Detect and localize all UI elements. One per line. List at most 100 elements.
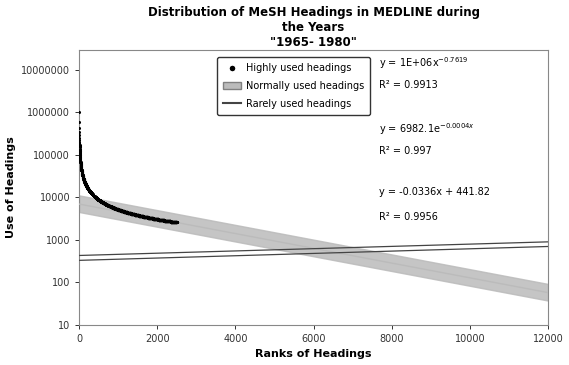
Point bbox=[119, 208, 128, 214]
Point bbox=[157, 217, 166, 223]
Point bbox=[88, 192, 97, 198]
Point bbox=[150, 216, 159, 222]
Point bbox=[112, 206, 121, 212]
Point bbox=[161, 218, 170, 224]
Point bbox=[124, 210, 133, 216]
Point bbox=[149, 216, 158, 222]
Point bbox=[105, 203, 114, 209]
Point bbox=[109, 205, 118, 211]
Point bbox=[145, 215, 154, 221]
Point bbox=[141, 214, 150, 220]
Point bbox=[125, 210, 134, 216]
Point bbox=[84, 186, 93, 192]
Point bbox=[139, 214, 149, 220]
Point bbox=[117, 208, 126, 214]
Point bbox=[102, 202, 112, 208]
Point bbox=[96, 198, 105, 204]
Point bbox=[133, 212, 142, 218]
Point bbox=[152, 216, 162, 222]
Point bbox=[124, 210, 133, 216]
Point bbox=[120, 209, 129, 215]
Point bbox=[146, 215, 155, 221]
Point bbox=[88, 191, 97, 197]
Point bbox=[151, 216, 160, 222]
Point bbox=[154, 216, 163, 222]
Point bbox=[145, 215, 154, 221]
Point bbox=[81, 181, 90, 187]
Point bbox=[109, 205, 118, 211]
Point bbox=[77, 166, 86, 172]
Point bbox=[86, 190, 96, 196]
Point bbox=[95, 198, 104, 204]
Point bbox=[83, 184, 92, 190]
Point bbox=[142, 214, 151, 220]
Point bbox=[167, 219, 176, 224]
Point bbox=[163, 218, 172, 224]
Point bbox=[141, 214, 150, 220]
Point bbox=[79, 174, 88, 180]
Point bbox=[171, 219, 180, 225]
Point bbox=[131, 212, 140, 218]
Point bbox=[116, 207, 125, 213]
Point bbox=[112, 206, 121, 212]
Point bbox=[152, 216, 161, 222]
Point bbox=[164, 218, 173, 224]
Point bbox=[152, 216, 161, 222]
Point bbox=[167, 219, 176, 224]
Point bbox=[134, 212, 143, 218]
Point bbox=[138, 214, 147, 219]
Point bbox=[117, 208, 126, 214]
Point bbox=[135, 213, 144, 219]
Point bbox=[91, 195, 100, 200]
Point bbox=[118, 208, 127, 214]
Point bbox=[93, 196, 102, 202]
Point bbox=[100, 200, 109, 206]
Point bbox=[108, 204, 117, 210]
Point bbox=[168, 219, 177, 225]
Point bbox=[113, 206, 122, 212]
Point bbox=[90, 194, 100, 200]
Point bbox=[76, 156, 85, 162]
Point bbox=[75, 119, 84, 125]
Point bbox=[157, 217, 166, 223]
Point bbox=[88, 192, 97, 197]
Point bbox=[83, 185, 92, 191]
Point bbox=[129, 211, 138, 217]
Point bbox=[133, 212, 142, 218]
Point bbox=[82, 183, 91, 189]
Point bbox=[125, 210, 134, 216]
Point bbox=[169, 219, 178, 225]
Point bbox=[119, 208, 128, 214]
Point bbox=[171, 219, 180, 225]
Point bbox=[93, 196, 102, 201]
Point bbox=[83, 185, 92, 191]
Point bbox=[165, 218, 174, 224]
Point bbox=[166, 219, 175, 224]
Point bbox=[95, 197, 104, 203]
Point bbox=[76, 160, 85, 166]
Point bbox=[160, 218, 169, 223]
Point bbox=[90, 193, 99, 199]
Point bbox=[97, 199, 106, 204]
Point bbox=[84, 187, 93, 193]
Point bbox=[152, 216, 161, 222]
Point bbox=[129, 211, 138, 217]
Point bbox=[156, 217, 165, 223]
Point bbox=[96, 198, 105, 204]
Point bbox=[158, 217, 167, 223]
Point bbox=[123, 210, 133, 216]
Point bbox=[169, 219, 178, 225]
Point bbox=[138, 214, 147, 219]
Point bbox=[165, 219, 174, 224]
Point bbox=[137, 213, 146, 219]
Point bbox=[119, 209, 129, 215]
Point bbox=[145, 215, 154, 221]
Point bbox=[112, 206, 121, 212]
Point bbox=[83, 185, 92, 191]
Point bbox=[97, 199, 106, 205]
Point bbox=[138, 214, 147, 219]
Point bbox=[106, 204, 115, 210]
Point bbox=[78, 172, 87, 178]
Point bbox=[90, 194, 100, 200]
Point bbox=[146, 215, 155, 221]
